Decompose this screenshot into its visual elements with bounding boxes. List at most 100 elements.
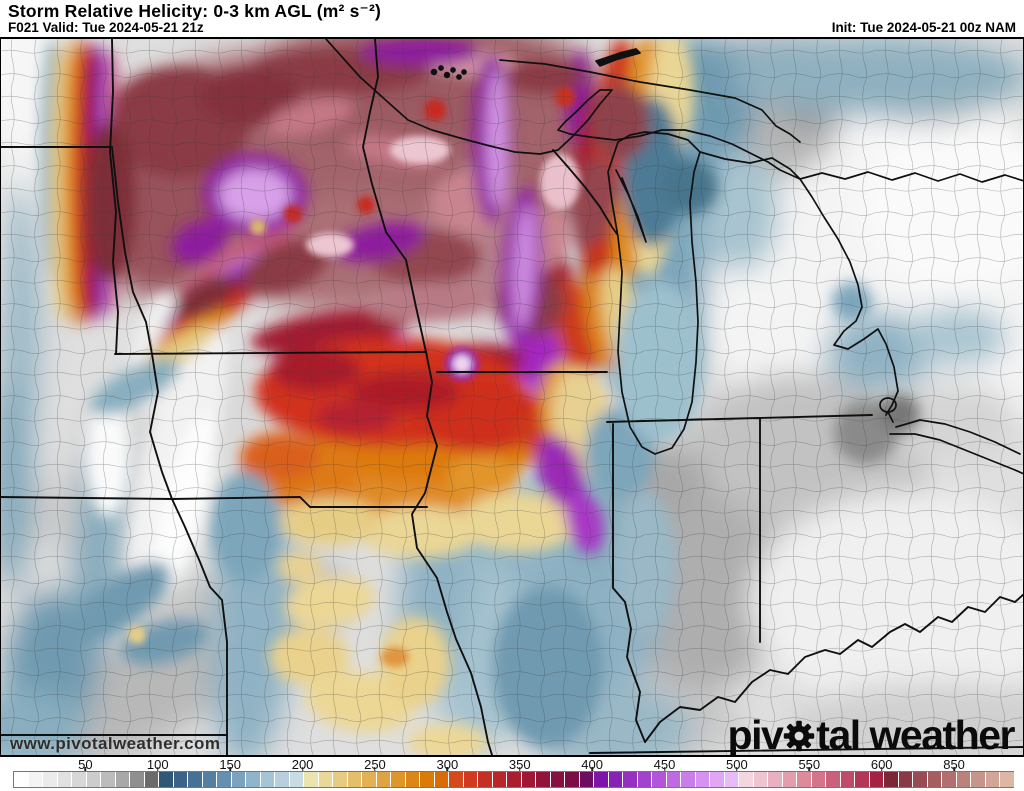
colorbar-cell (405, 772, 420, 787)
colorbar-tick-mark (301, 767, 304, 772)
pivotal-weather-logo: piv tal weather (727, 712, 1016, 757)
colorbar-cell (637, 772, 652, 787)
colorbar-cell (43, 772, 58, 787)
colorbar-cell (840, 772, 855, 787)
colorbar-tick-label: 600 (870, 757, 893, 772)
colorbar-cell (739, 772, 754, 787)
colorbar-tick-label: 550 (798, 757, 821, 772)
colorbar-tick-label: 250 (364, 757, 386, 772)
colorbar-cell (681, 772, 696, 787)
helicity-map: www.pivotalweather.com piv tal weather (0, 37, 1024, 757)
colorbar-cell (521, 772, 536, 787)
state-borders (0, 39, 1024, 755)
colorbar-cell (304, 772, 319, 787)
colorbar-cell (623, 772, 638, 787)
colorbar-tick-mark (84, 767, 87, 772)
colorbar-tick-mark (374, 767, 376, 772)
colorbar-cell (608, 772, 623, 787)
colorbar-cell (14, 772, 29, 787)
colorbar-cell (753, 772, 768, 787)
colorbar-cell (289, 772, 304, 787)
colorbar-cell (724, 772, 739, 787)
colorbar-tick-label: 100 (146, 757, 169, 772)
colorbar-tick-mark (663, 767, 666, 772)
colorbar-tick-label: 50 (78, 757, 93, 772)
colorbar-cell (318, 772, 333, 787)
colorbar-tick-label: 200 (291, 757, 314, 772)
colorbar-cell (782, 772, 797, 787)
colorbar-cell (333, 772, 348, 787)
colorbar-cell (492, 772, 507, 787)
colorbar-cell (86, 772, 101, 787)
colorbar-cell (28, 772, 43, 787)
colorbar-cell (449, 772, 464, 787)
forecast-valid-time: F021 Valid: Tue 2024-05-21 21z (8, 20, 204, 35)
colorbar-cell (579, 772, 594, 787)
colorbar (13, 771, 1014, 788)
colorbar-tick-label: 500 (726, 757, 748, 772)
colorbar-cell (115, 772, 130, 787)
colorbar-cell (971, 772, 986, 787)
model-init-time: Init: Tue 2024-05-21 00z NAM (831, 20, 1016, 35)
map-title: Storm Relative Helicity: 0-3 km AGL (m² … (8, 1, 381, 21)
helicity-field-graphic (0, 39, 1024, 755)
colorbar-cell (188, 772, 203, 787)
colorbar-cell (101, 772, 116, 787)
colorbar-tick-label: 300 (436, 757, 459, 772)
colorbar-cell (217, 772, 232, 787)
colorbar-cell (260, 772, 275, 787)
logo-text-left: piv (727, 712, 784, 757)
colorbar-cell (478, 772, 493, 787)
colorbar-cell (362, 772, 377, 787)
colorbar-cell (275, 772, 290, 787)
colorbar-tick-mark (880, 767, 883, 772)
colorbar-cell (898, 772, 913, 787)
colorbar-cell (72, 772, 87, 787)
colorbar-cell (565, 772, 580, 787)
colorbar-footer: 50 100 150 200 250 300 350 400 450 500 550 600 850 (0, 757, 1024, 791)
colorbar-cell (391, 772, 406, 787)
colorbar-tick-mark (736, 767, 738, 772)
colorbar-cell (826, 772, 841, 787)
colorbar-cell (695, 772, 710, 787)
colorbar-cell (246, 772, 261, 787)
colorbar-tick-mark (808, 767, 811, 772)
colorbar-cell (550, 772, 565, 787)
colorbar-tick-mark (229, 767, 231, 772)
county-grid-overlay (0, 39, 1024, 755)
colorbar-cell (869, 772, 884, 787)
colorbar-cell (463, 772, 478, 787)
colorbar-tick-mark (446, 767, 449, 772)
map-header: Storm Relative Helicity: 0-3 km AGL (m² … (0, 0, 1024, 37)
colorbar-cell (420, 772, 435, 787)
colorbar-cell (434, 772, 449, 787)
colorbar-tick-mark (157, 767, 159, 772)
gear-icon (783, 718, 815, 755)
colorbar-cell (710, 772, 725, 787)
colorbar-cell (956, 772, 971, 787)
colorbar-cell (884, 772, 899, 787)
colorbar-cell (768, 772, 783, 787)
colorbar-cell (202, 772, 217, 787)
colorbar-cell (942, 772, 957, 787)
colorbar-cell (652, 772, 667, 787)
colorbar-tick-label: 350 (508, 757, 531, 772)
colorbar-cell (811, 772, 826, 787)
colorbar-cell (797, 772, 812, 787)
colorbar-cell (347, 772, 362, 787)
colorbar-cell (173, 772, 188, 787)
colorbar-cell (144, 772, 159, 787)
colorbar-tick-label: 450 (653, 757, 676, 772)
colorbar-cell (376, 772, 391, 787)
colorbar-tick-mark (518, 767, 521, 772)
colorbar-tick-mark (953, 767, 955, 772)
colorbar-cell (159, 772, 174, 787)
colorbar-cell (985, 772, 1000, 787)
colorbar-cell (913, 772, 928, 787)
colorbar-cell (594, 772, 609, 787)
lake-shorelines (325, 39, 1024, 475)
colorbar-tick-label: 850 (943, 757, 965, 772)
colorbar-cell (130, 772, 145, 787)
colorbar-cell (536, 772, 551, 787)
